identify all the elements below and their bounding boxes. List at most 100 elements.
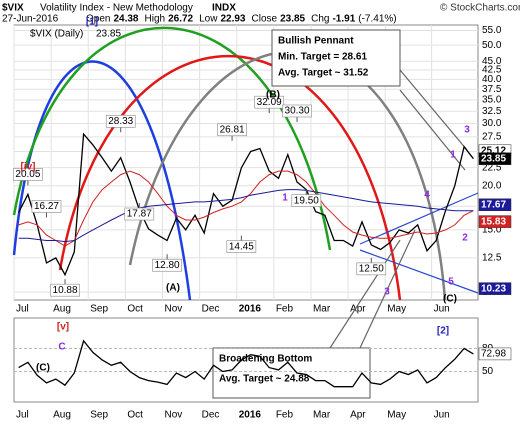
point-label: 12.50	[359, 264, 384, 275]
change-percent: (-7.41%)	[358, 14, 396, 25]
x-tick-label: 2016	[239, 410, 262, 421]
y-tick-label: 40.0	[482, 74, 502, 85]
point-label: 14.45	[229, 241, 254, 252]
wave-label: (B)	[266, 90, 280, 101]
pointer-line	[399, 89, 466, 171]
x-tick-label: Mar	[313, 410, 331, 421]
point-label: 30.30	[285, 106, 310, 117]
x-tick-label: May	[387, 304, 406, 315]
point-label: 20.05	[15, 169, 40, 180]
callout-text: Avg. Target ~ 31.52	[278, 68, 369, 79]
x-tick-label: Sep	[90, 304, 108, 315]
quote-value: 22.93	[220, 14, 245, 25]
y-tick-label: 45.0	[482, 56, 502, 67]
legend-value: 23.85	[96, 29, 121, 40]
red-arc	[58, 55, 402, 301]
wave-label: (C)	[36, 363, 50, 374]
point-label-box	[254, 95, 285, 109]
current-value-box	[478, 347, 512, 361]
wave-label: 4	[424, 190, 430, 201]
wave-label: 5	[448, 277, 454, 288]
y-tick-label: 32.5	[482, 106, 502, 117]
price-label: 15.83	[481, 216, 506, 227]
y-tick-label: 42.5	[482, 65, 502, 76]
trend-lines	[329, 69, 479, 349]
x-tick-label: Apr	[350, 304, 366, 315]
point-label-box	[356, 262, 387, 276]
point-label: 16.27	[34, 201, 59, 212]
wave-label: (C)	[443, 294, 457, 305]
y-tick-label: 15.0	[482, 225, 502, 236]
wave-label: [1]	[86, 17, 98, 28]
wave-label: C	[58, 342, 65, 353]
point-label-box	[152, 258, 182, 272]
trend-line	[359, 192, 479, 245]
x-tick-label: Feb	[276, 304, 294, 315]
quote-label: Low	[199, 14, 218, 25]
quote-label: Open	[86, 14, 110, 25]
point-label-box	[291, 194, 322, 207]
callout-box	[271, 29, 401, 87]
x-tick-label: Aug	[53, 304, 71, 315]
x-tick-label: Dec	[202, 410, 220, 421]
quote-label: High	[145, 14, 166, 25]
point-label-box	[13, 168, 43, 181]
point-label-box	[31, 200, 62, 213]
x-tick-label: Nov	[164, 304, 182, 315]
pointer-line	[399, 69, 468, 151]
pointer-line	[359, 229, 416, 349]
point-label-box	[217, 123, 247, 137]
x-tick-label: Jul	[16, 304, 29, 315]
y-tick-label: 55.0	[482, 25, 502, 36]
x-tick-label: Oct	[127, 304, 143, 315]
x-tick-label: Sep	[90, 410, 108, 421]
series-line	[18, 170, 474, 247]
wave-label: 3	[384, 287, 390, 298]
point-label-box	[50, 283, 80, 297]
point-label: 10.88	[53, 285, 78, 296]
x-tick-label: Nov	[164, 410, 182, 421]
wave-label: 2	[462, 233, 468, 244]
y-tick-label: 35.0	[482, 94, 502, 105]
price-label: 10.23	[481, 283, 506, 294]
callout-text: Bullish Pennant	[278, 36, 354, 47]
wave-label: 1	[282, 193, 288, 204]
wave-label: 1	[450, 150, 456, 161]
header-text: Volatility Index - New Methodology	[40, 3, 193, 14]
price-label-box	[478, 215, 512, 228]
y-tick-label: 30.0	[482, 118, 502, 129]
x-tick-label: Feb	[276, 410, 294, 421]
header-text: 27-Jun-2016	[2, 14, 59, 25]
price-label: 17.67	[481, 199, 506, 210]
point-label: 12.80	[155, 260, 180, 271]
trend-line	[359, 249, 479, 294]
x-tick-label: Jun	[434, 304, 450, 315]
x-tick-label: Aug	[53, 410, 71, 421]
quote-value: 24.38	[113, 14, 138, 25]
header-text: © StockCharts.com	[440, 3, 520, 14]
point-label-box	[105, 115, 136, 128]
y-tick-label: 50.0	[482, 40, 502, 51]
point-label-box	[282, 104, 312, 118]
price-label: 23.85	[481, 153, 506, 164]
point-label: 17.87	[127, 209, 152, 220]
y-tick-label: 50	[482, 366, 494, 377]
quote-label: Close	[252, 14, 278, 25]
green-arc	[12, 26, 332, 251]
x-tick-label: Jun	[434, 410, 450, 421]
series-line	[18, 189, 474, 243]
quote-value: 26.72	[168, 14, 193, 25]
callout-text: Min. Target = 28.61	[278, 52, 367, 63]
x-tick-label: 2016	[239, 304, 262, 315]
y-tick-label: 20.0	[482, 180, 502, 191]
point-label: 19.50	[294, 195, 319, 206]
x-tick-label: Apr	[350, 410, 366, 421]
series-line	[18, 132, 474, 277]
quote-value: -1.91	[332, 14, 355, 25]
wave-label: [v]	[57, 322, 69, 333]
quote-label: Chg	[311, 14, 329, 25]
y-tick-label: 22.5	[482, 162, 502, 173]
point-label: 32.09	[257, 97, 282, 108]
price-label-box	[478, 152, 512, 165]
